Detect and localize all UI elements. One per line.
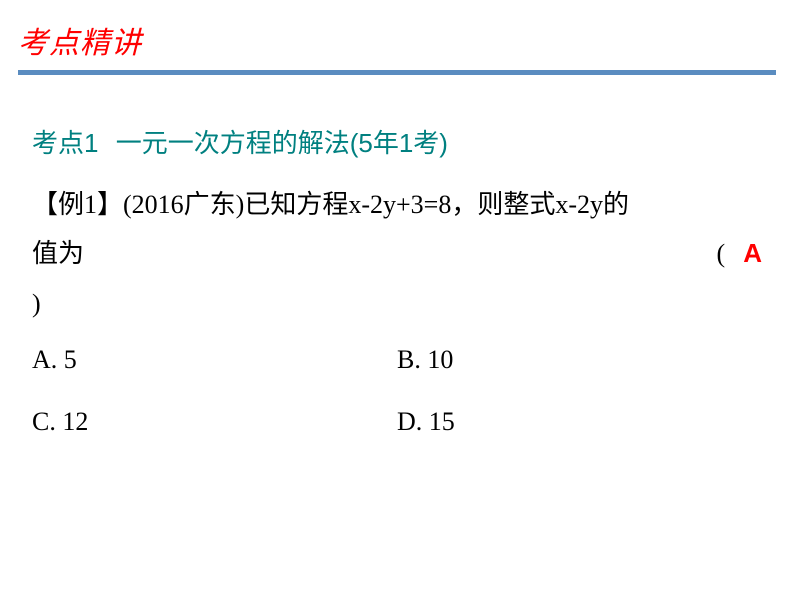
topic-heading: 考点1 一元一次方程的解法(5年1考) bbox=[32, 123, 762, 160]
question-text-part2: 值为 bbox=[32, 229, 84, 278]
option-b: B. 10 bbox=[397, 334, 762, 386]
question-source: (2016广东) bbox=[123, 180, 244, 229]
topic-number: 考点1 bbox=[32, 128, 98, 158]
bracket-close: ) bbox=[32, 289, 41, 318]
example-label: 【例1】 bbox=[32, 180, 123, 229]
section-title: 考点精讲 bbox=[18, 18, 776, 62]
options-grid: A. 5 B. 10 C. 12 D. 15 bbox=[32, 334, 762, 448]
answer-letter: A bbox=[743, 229, 762, 278]
topic-title: 一元一次方程的解法(5年1考) bbox=[116, 128, 448, 158]
option-c: C. 12 bbox=[32, 396, 397, 448]
question-text-part1: 已知方程x-2y+3=8，则整式x-2y的 bbox=[244, 180, 629, 229]
question-block: 【例1】 (2016广东) 已知方程x-2y+3=8，则整式x-2y的 值为 (… bbox=[32, 180, 762, 328]
option-d: D. 15 bbox=[397, 396, 762, 448]
bracket-open: ( bbox=[717, 229, 726, 278]
option-a: A. 5 bbox=[32, 334, 397, 386]
